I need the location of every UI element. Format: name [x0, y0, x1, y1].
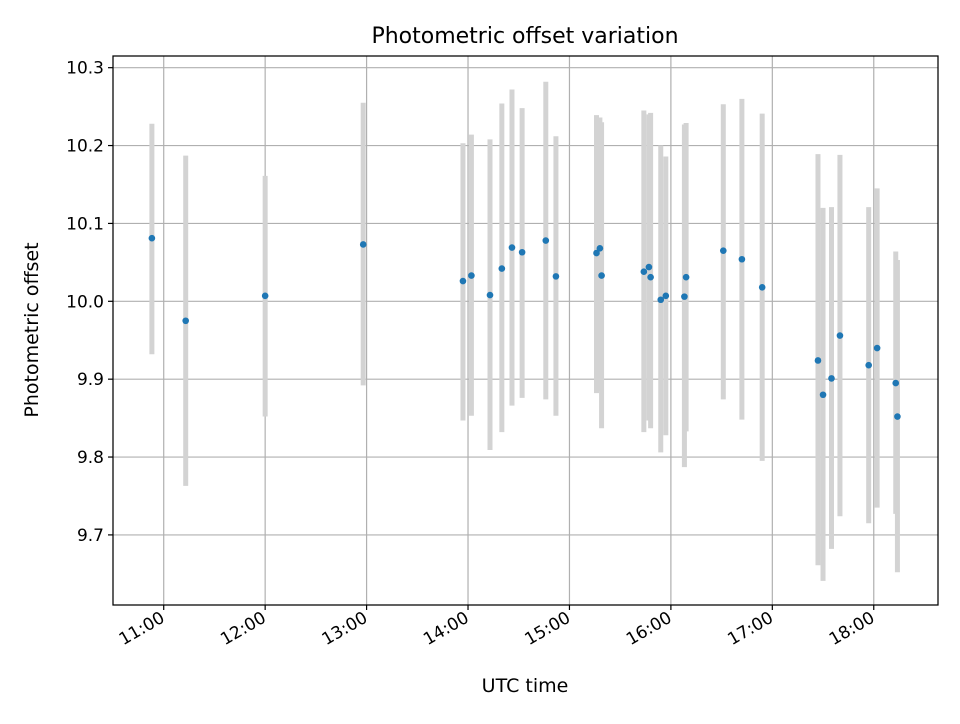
data-point	[647, 273, 654, 281]
data-point	[508, 244, 516, 251]
chart-title: Photometric offset variation	[371, 24, 678, 49]
data-point	[182, 317, 189, 325]
data-point	[542, 237, 550, 244]
data-point	[657, 296, 665, 304]
data-point	[828, 375, 835, 382]
data-point	[814, 357, 822, 364]
y-tick-label: 10.1	[66, 214, 104, 234]
y-axis-label: Photometric offset	[21, 242, 43, 417]
data-point	[865, 361, 872, 369]
data-point	[682, 273, 690, 281]
y-tick-label: 9.7	[77, 526, 104, 546]
x-axis-label: UTC time	[482, 675, 569, 697]
point-layer	[148, 234, 901, 420]
data-point	[819, 391, 827, 399]
data-point	[459, 277, 467, 285]
data-point	[681, 293, 688, 300]
data-point	[640, 268, 648, 276]
plot-frame	[112, 55, 939, 606]
y-tick-label: 9.9	[77, 370, 104, 390]
data-point	[593, 249, 600, 257]
data-point	[892, 379, 900, 387]
data-point	[359, 241, 367, 248]
data-point	[552, 273, 560, 280]
data-point	[719, 247, 727, 254]
data-point	[261, 292, 269, 300]
data-point	[836, 332, 844, 339]
data-point	[486, 291, 494, 299]
data-point	[645, 263, 653, 271]
data-point	[518, 248, 526, 256]
y-tick-label: 10.0	[66, 292, 104, 312]
data-point	[894, 413, 901, 420]
data-point	[148, 234, 156, 242]
y-tick-label: 10.2	[66, 137, 104, 157]
data-point	[596, 245, 604, 252]
y-tick-label: 10.3	[66, 59, 104, 79]
y-tick-label: 9.8	[77, 448, 104, 468]
grid-layer	[113, 56, 938, 605]
data-point	[598, 272, 605, 279]
data-point	[873, 344, 881, 352]
data-point	[498, 265, 506, 272]
data-point	[758, 283, 766, 291]
data-point	[738, 255, 746, 263]
data-point	[662, 292, 670, 300]
data-point	[468, 272, 475, 279]
